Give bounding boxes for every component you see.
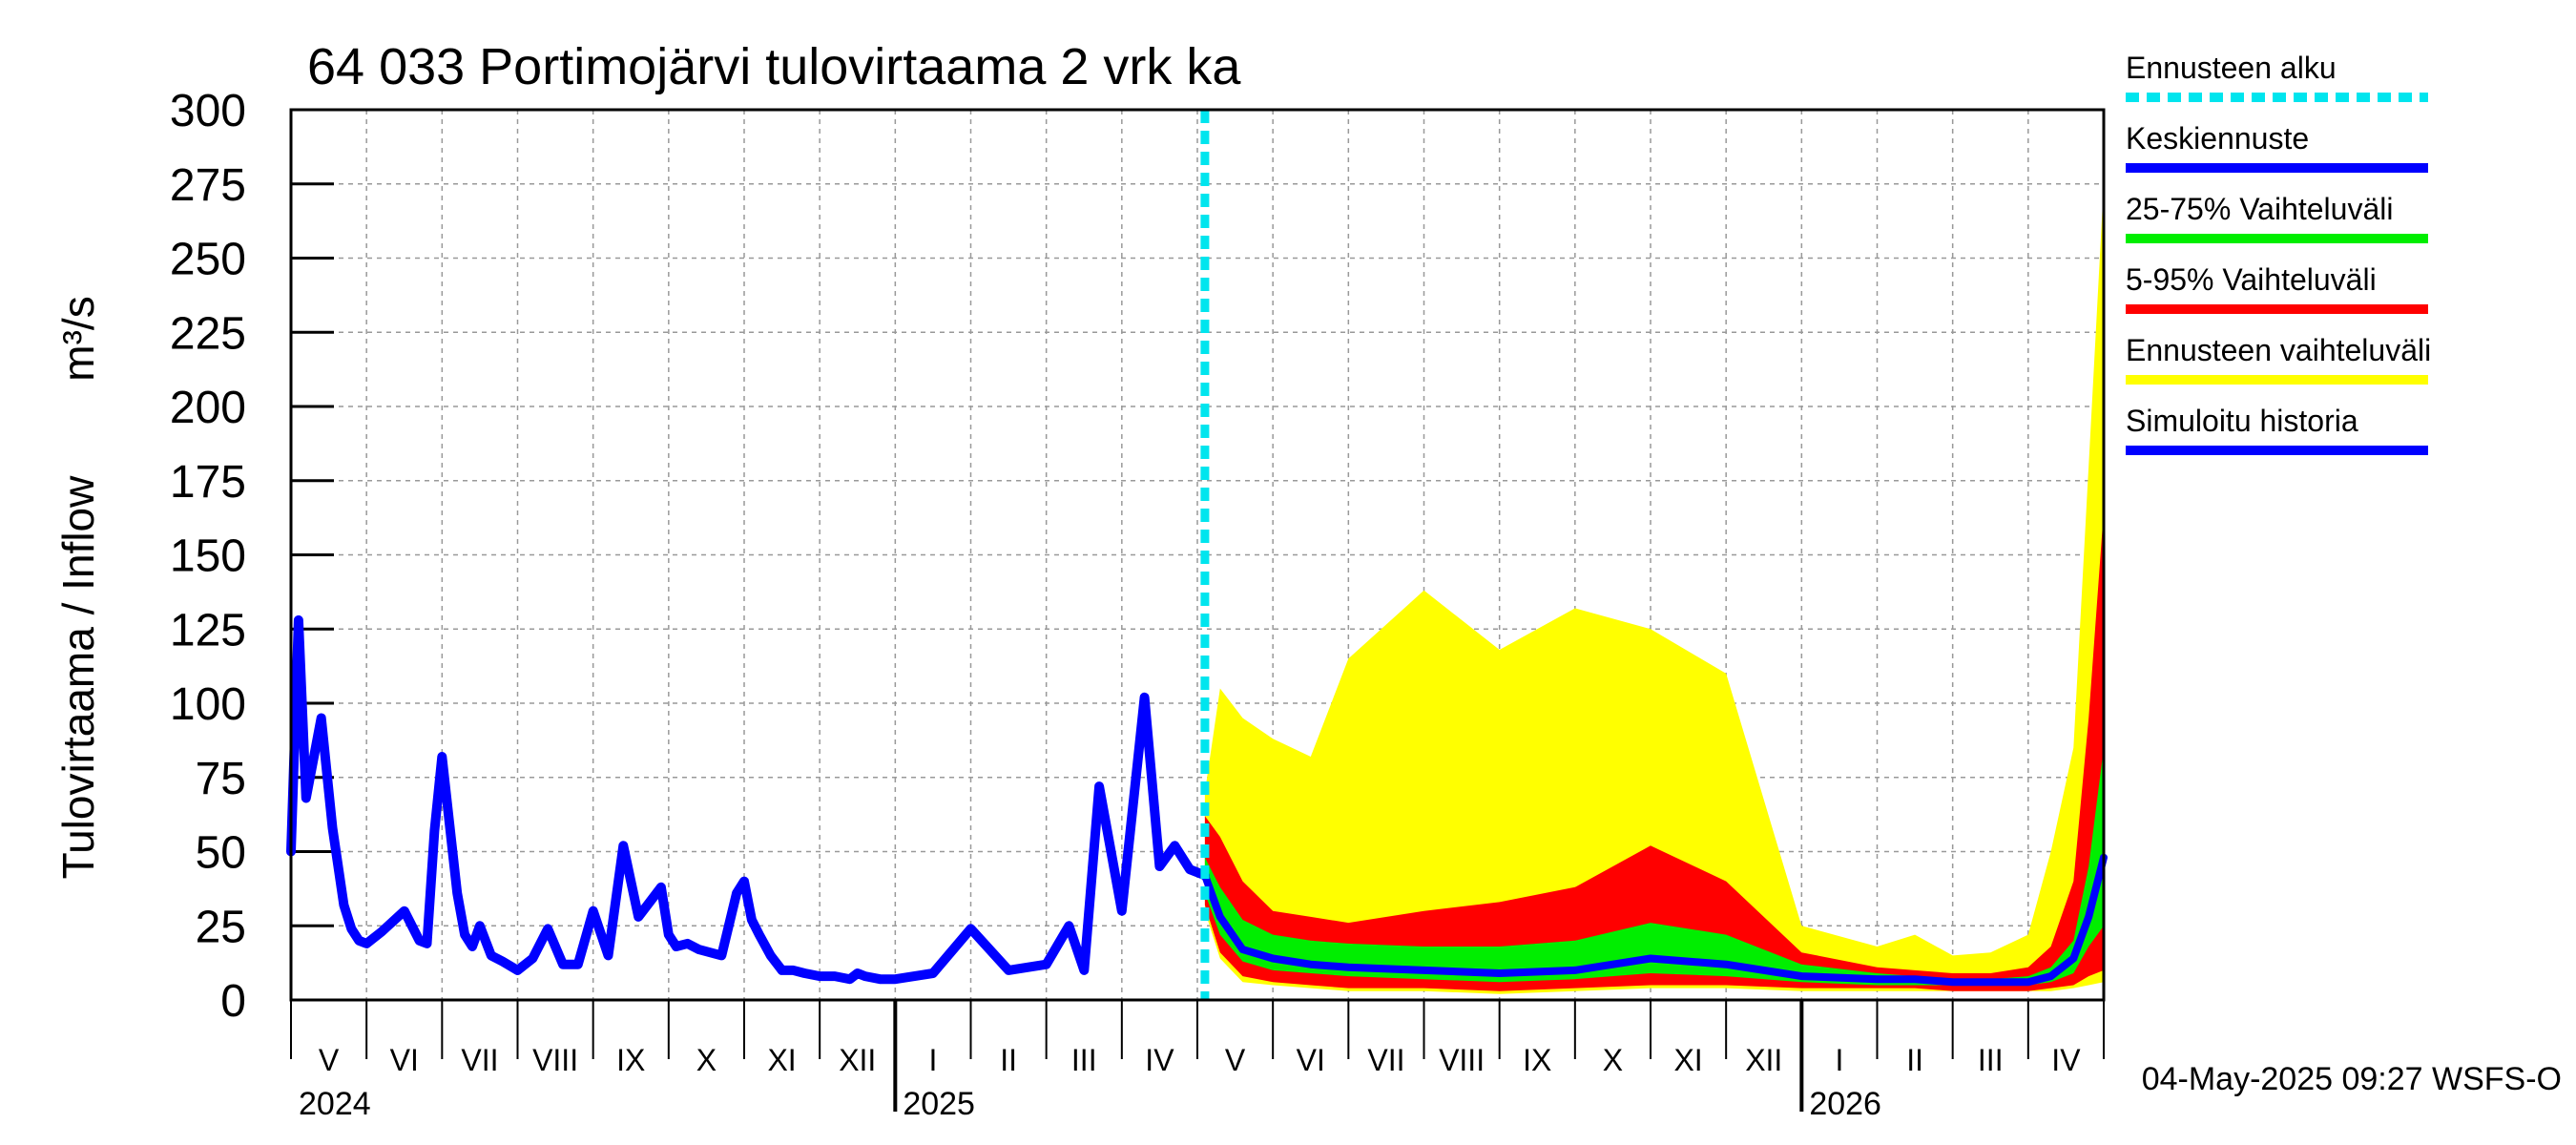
y-tick-label: 300: [170, 86, 246, 136]
month-label: III: [1071, 1043, 1097, 1077]
band-ennusteen-vaihteluvali: [1204, 183, 2104, 994]
y-axis-label: Tulovirtaama / Inflow: [53, 475, 103, 879]
grid-lines: [291, 110, 2104, 1000]
month-label: IX: [1523, 1043, 1551, 1077]
legend-label: Ennusteen vaihteluväli: [2126, 333, 2431, 367]
y-tick-label: 275: [170, 160, 246, 211]
month-label: VIII: [532, 1043, 578, 1077]
month-label: VI: [1297, 1043, 1325, 1077]
legend-label: Keskiennuste: [2126, 121, 2309, 156]
legend: Ennusteen alku Keskiennuste 25-75% Vaihtel…: [2126, 51, 2431, 455]
timestamp-footer: 04-May-2025 09:27 WSFS-O: [2142, 1061, 2562, 1097]
legend-label: Simuloitu historia: [2126, 404, 2358, 438]
month-label: X: [696, 1043, 717, 1077]
month-label: II: [1000, 1043, 1017, 1077]
month-label: XI: [1673, 1043, 1702, 1077]
month-label: XI: [767, 1043, 796, 1077]
y-tick-label: 125: [170, 605, 246, 656]
y-tick-label: 250: [170, 235, 246, 285]
y-tick-label: 175: [170, 457, 246, 508]
series-simuloitu-historia: [286, 614, 1210, 985]
year-label: 2026: [1809, 1086, 1881, 1122]
month-label: XII: [839, 1043, 876, 1077]
month-label: IV: [2051, 1043, 2081, 1077]
month-label: IV: [1145, 1043, 1174, 1077]
series-keskiennuste: [1200, 853, 2108, 987]
month-label: VII: [1367, 1043, 1404, 1077]
legend-label: 5-95% Vaihteluväli: [2126, 262, 2377, 297]
month-label: XII: [1745, 1043, 1782, 1077]
month-label: IX: [616, 1043, 645, 1077]
year-label: 2025: [903, 1086, 975, 1122]
y-tick-label: 100: [170, 679, 246, 730]
series-lines: [286, 110, 2108, 1000]
y-tick-label: 25: [196, 902, 246, 952]
month-label: I: [928, 1043, 937, 1077]
y-tick-label: 200: [170, 383, 246, 433]
month-label: X: [1603, 1043, 1623, 1077]
chart-title: 64 033 Portimojärvi tulovirtaama 2 vrk k…: [307, 38, 1241, 95]
year-label: 2024: [299, 1086, 371, 1122]
month-label: VII: [461, 1043, 498, 1077]
month-label: I: [1835, 1043, 1843, 1077]
y-tick-label: 50: [196, 828, 246, 879]
month-label: II: [1906, 1043, 1923, 1077]
legend-label: Ennusteen alku: [2126, 51, 2337, 85]
y-tick-label: 0: [220, 976, 246, 1027]
y-tick-label: 225: [170, 308, 246, 359]
month-label: V: [1225, 1043, 1246, 1077]
month-label: III: [1978, 1043, 2004, 1077]
month-label: V: [319, 1043, 340, 1077]
month-label: VI: [390, 1043, 419, 1077]
y-tick-label: 75: [196, 754, 246, 804]
month-label: VIII: [1439, 1043, 1485, 1077]
x-axis: V VI VII VIII IX X XI XII I II III IV V VI VII VIII IX X X…: [290, 1000, 2105, 1122]
y-axis-unit: m³/s: [53, 296, 103, 381]
legend-label: 25-75% Vaihteluväli: [2126, 192, 2393, 226]
y-tick-label: 150: [170, 531, 246, 582]
